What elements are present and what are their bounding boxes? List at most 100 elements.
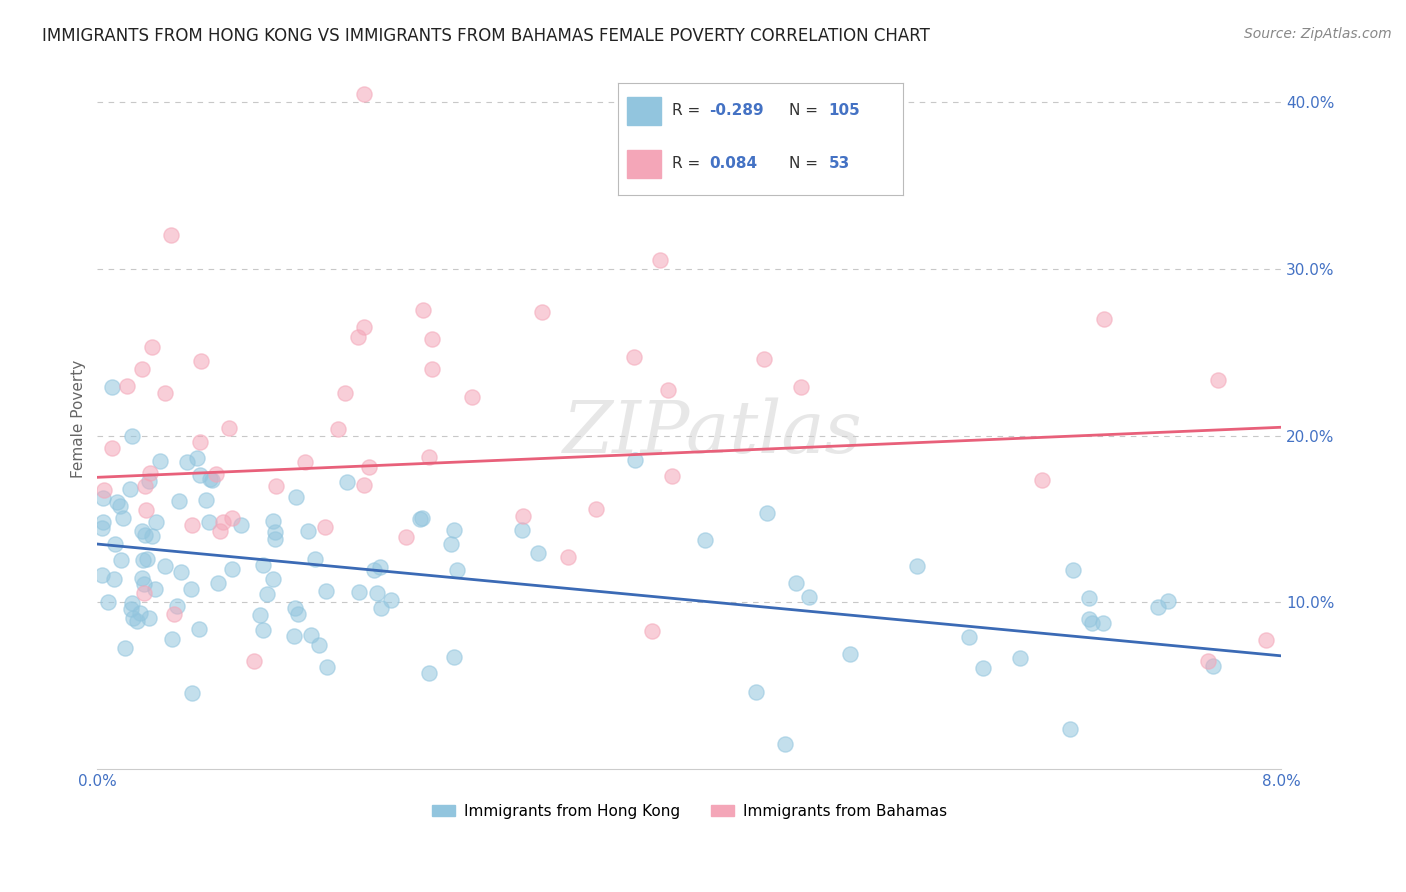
Point (176, 455, 198, 469)
Point (218, 421, 240, 435)
Point (188, 467, 211, 482)
Point (207, 575, 229, 590)
Point (333, 386, 356, 401)
Point (1092, 616, 1115, 631)
Point (121, 429, 143, 443)
Point (1254, 633, 1277, 648)
Point (443, 650, 465, 665)
Point (773, 737, 796, 751)
Point (1202, 658, 1225, 673)
Point (368, 560, 391, 574)
Point (181, 518, 204, 533)
Point (125, 614, 148, 628)
Point (118, 482, 141, 496)
Point (283, 629, 305, 643)
Point (440, 537, 463, 551)
Point (187, 622, 209, 636)
Point (695, 533, 717, 548)
Point (366, 585, 388, 599)
Point (905, 558, 928, 573)
Point (91, 516, 114, 530)
Point (155, 558, 177, 573)
Point (93, 483, 115, 498)
Point (143, 582, 166, 596)
Point (418, 665, 440, 680)
Point (110, 499, 132, 513)
Point (790, 380, 813, 394)
Point (353, 319, 375, 334)
Point (1197, 654, 1219, 668)
Point (353, 477, 375, 491)
Point (623, 350, 645, 364)
Point (198, 515, 221, 529)
Point (110, 553, 132, 567)
Point (141, 529, 163, 543)
Point (139, 466, 162, 480)
Point (101, 442, 124, 456)
Point (1077, 612, 1099, 626)
Point (129, 606, 152, 620)
Point (648, 253, 671, 268)
Point (134, 479, 156, 493)
Point (512, 509, 534, 524)
Point (380, 593, 402, 607)
Point (135, 503, 157, 517)
Point (262, 514, 284, 528)
Point (90, 568, 112, 582)
Point (167, 494, 190, 508)
Point (297, 524, 319, 539)
Point (121, 596, 143, 610)
Point (252, 624, 274, 638)
Point (145, 515, 167, 529)
Point (166, 599, 188, 614)
Point (755, 507, 778, 521)
Point (294, 455, 316, 469)
Point (531, 305, 554, 319)
Point (395, 530, 418, 544)
Point (1031, 473, 1053, 487)
Point (155, 386, 177, 401)
Point (285, 490, 308, 504)
Point (411, 510, 433, 524)
Point (104, 536, 127, 550)
Point (308, 638, 330, 652)
Point (359, 460, 381, 475)
Point (1081, 615, 1104, 630)
Point (510, 523, 533, 537)
Point (744, 684, 766, 698)
Point (91, 491, 114, 505)
Point (264, 479, 287, 493)
Point (527, 546, 550, 560)
Point (201, 473, 224, 487)
Point (221, 511, 243, 525)
Point (103, 572, 125, 586)
Point (186, 451, 208, 466)
Point (256, 587, 278, 601)
Point (972, 661, 994, 675)
Point (131, 524, 153, 538)
Point (221, 562, 243, 576)
Point (190, 353, 212, 368)
Point (160, 632, 183, 647)
Point (111, 511, 134, 525)
Point (91, 521, 114, 535)
Point (1078, 591, 1101, 606)
Point (229, 518, 252, 533)
Point (315, 659, 337, 673)
Point (446, 563, 468, 577)
Text: ZIPatlas: ZIPatlas (564, 398, 863, 468)
Point (353, 87, 375, 101)
Point (412, 303, 434, 318)
Point (134, 586, 156, 600)
Point (163, 607, 186, 622)
Point (204, 467, 226, 482)
Point (181, 686, 204, 700)
Point (212, 516, 235, 530)
Point (131, 362, 153, 376)
Point (418, 450, 440, 464)
Point (132, 553, 155, 567)
Point (262, 573, 284, 587)
Point (304, 551, 326, 566)
Point (1059, 723, 1081, 737)
Point (957, 630, 980, 644)
